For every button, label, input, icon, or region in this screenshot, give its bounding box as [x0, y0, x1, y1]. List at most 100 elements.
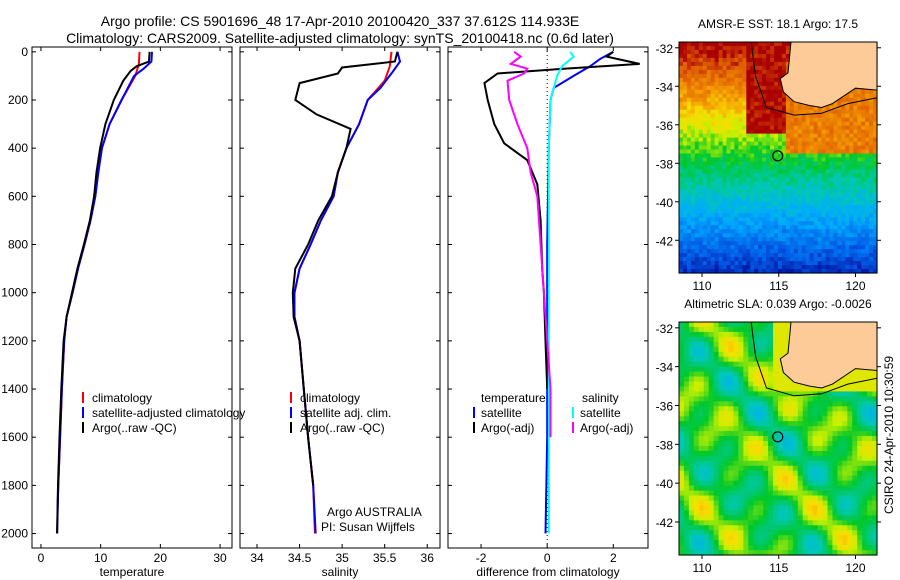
- grid-cell: [802, 540, 809, 546]
- grid-cell: [768, 371, 774, 378]
- grid-cell: [743, 480, 749, 487]
- grid-cell: [706, 217, 712, 222]
- grid-cell: [778, 500, 784, 507]
- grid-cell: [710, 65, 716, 71]
- grid-cell: [746, 53, 751, 59]
- grid-cell: [869, 217, 874, 222]
- grid-cell: [829, 221, 835, 226]
- grid-cell: [793, 241, 799, 246]
- grid-cell: [787, 480, 794, 487]
- grid-cell: [750, 117, 755, 123]
- grid-cell: [710, 217, 716, 222]
- grid-cell: [867, 505, 873, 511]
- grid-cell: [861, 241, 866, 246]
- grid-cell: [730, 53, 736, 59]
- grid-cell: [713, 480, 720, 487]
- grid-cell: [714, 53, 720, 59]
- grid-cell: [730, 121, 736, 127]
- grid-cell: [714, 165, 720, 171]
- grid-cell: [733, 510, 739, 516]
- grid-cell: [857, 510, 863, 516]
- grid-cell: [805, 261, 811, 266]
- grid-cell: [782, 505, 789, 511]
- grid-cell: [857, 386, 863, 393]
- grid-cell: [698, 426, 705, 432]
- grid-cell: [869, 197, 874, 202]
- grid-cell: [781, 57, 787, 63]
- grid-cell: [797, 217, 803, 222]
- grid-cell: [698, 322, 705, 328]
- grid-cell: [713, 525, 720, 531]
- grid-cell: [683, 505, 690, 511]
- grid-cell: [805, 161, 811, 167]
- grid-cell: [758, 221, 763, 226]
- grid-cell: [872, 431, 878, 437]
- grid-cell: [770, 245, 775, 250]
- grid-cell: [862, 485, 868, 492]
- grid-cell: [797, 173, 803, 179]
- grid-cell: [706, 233, 712, 238]
- grid-cell: [865, 201, 870, 206]
- grid-cell: [714, 65, 720, 71]
- grid-cell: [773, 540, 779, 546]
- grid-cell: [762, 177, 767, 182]
- grid-cell: [853, 109, 858, 115]
- grid-cell: [829, 229, 835, 234]
- grid-cell: [758, 45, 763, 51]
- grid-cell: [833, 241, 838, 246]
- grid-cell: [802, 460, 809, 467]
- grid-cell: [754, 165, 759, 171]
- grid-cell: [679, 431, 685, 437]
- grid-cell: [750, 189, 755, 194]
- grid-cell: [728, 515, 735, 521]
- grid-cell: [698, 515, 705, 521]
- grid-cell: [857, 540, 863, 546]
- grid-cell: [797, 169, 803, 175]
- grid-cell: [703, 545, 710, 551]
- grid-cell: [807, 416, 814, 422]
- sla-map-title: Altimetric SLA: 0.039 Argo: -0.0026: [684, 297, 872, 311]
- grid-cell: [693, 391, 700, 397]
- grid-cell: [703, 356, 710, 363]
- grid-cell: [742, 97, 747, 103]
- grid-cell: [742, 233, 747, 238]
- grid-cell: [718, 426, 725, 432]
- grid-cell: [813, 157, 819, 163]
- grid-cell: [774, 257, 779, 262]
- grid-cell: [785, 97, 791, 103]
- grid-cell: [686, 161, 692, 167]
- grid-cell: [817, 485, 824, 492]
- grid-cell: [710, 101, 716, 107]
- grid-cell: [688, 550, 695, 556]
- grid-cell: [734, 97, 739, 103]
- grid-cell: [782, 545, 789, 551]
- grid-cell: [862, 401, 868, 407]
- grid-cell: [710, 257, 716, 262]
- grid-cell: [801, 185, 807, 190]
- grid-cell: [733, 480, 739, 487]
- grid-cell: [821, 245, 827, 250]
- grid-cell: [718, 129, 724, 135]
- grid-cell: [758, 545, 764, 551]
- grid-cell: [785, 265, 791, 270]
- grid-cell: [845, 153, 850, 159]
- grid-cell: [797, 229, 803, 234]
- grid-cell: [837, 169, 842, 175]
- grid-cell: [813, 137, 819, 143]
- grid-cell: [730, 117, 736, 123]
- grid-cell: [682, 89, 688, 95]
- grid-cell: [857, 530, 863, 536]
- grid-cell: [714, 81, 720, 87]
- grid-cell: [738, 331, 744, 338]
- grid-cell: [787, 545, 794, 551]
- grid-cell: [852, 465, 858, 472]
- grid-cell: [845, 201, 850, 206]
- grid-cell: [802, 440, 809, 447]
- grid-cell: [723, 411, 730, 417]
- sst-lat-tick-label: -36: [656, 119, 674, 133]
- grid-cell: [797, 431, 804, 437]
- grid-cell: [853, 173, 858, 179]
- grid-cell: [792, 416, 799, 422]
- grid-cell: [768, 351, 774, 358]
- grid-cell: [758, 440, 764, 447]
